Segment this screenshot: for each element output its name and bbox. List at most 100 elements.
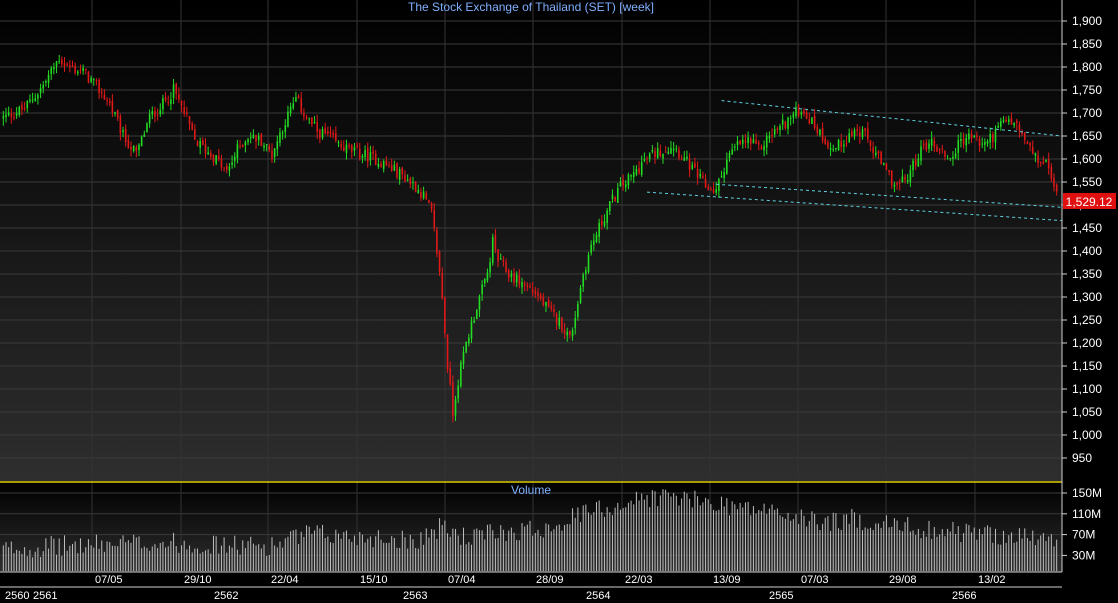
candle-body xyxy=(483,278,486,284)
candle-body xyxy=(305,116,308,119)
candle-body xyxy=(776,128,779,130)
candle-body xyxy=(843,144,845,147)
candle-body xyxy=(364,150,366,158)
year-tick-label: 2561 xyxy=(33,590,57,602)
candle-body xyxy=(220,158,223,168)
candle-body xyxy=(853,129,856,137)
date-tick-label: 22/04 xyxy=(271,574,299,586)
candle-body xyxy=(941,148,944,150)
candle-body xyxy=(832,148,835,150)
candle-body xyxy=(550,306,553,309)
candle-body xyxy=(563,330,566,334)
candle-body xyxy=(478,296,481,310)
candle-body xyxy=(327,131,329,134)
candle-body xyxy=(795,107,797,117)
candle-body xyxy=(800,112,803,115)
candle-body xyxy=(438,251,441,272)
date-tick-label: 07/04 xyxy=(448,574,476,586)
candle-body xyxy=(23,107,26,110)
candle-body xyxy=(396,162,398,178)
candle-body xyxy=(938,149,941,151)
candle-body xyxy=(430,203,433,210)
candle-body xyxy=(188,116,191,125)
candle-body xyxy=(874,152,877,156)
candle-body xyxy=(106,99,108,101)
volume-tick-label: 70M xyxy=(1072,528,1095,542)
candle-body xyxy=(606,210,608,223)
candle-body xyxy=(271,150,273,159)
candle-body xyxy=(510,273,513,277)
year-tick-label: 2565 xyxy=(769,590,793,602)
candle-body xyxy=(2,115,5,119)
candle-body xyxy=(555,313,558,324)
candle-body xyxy=(808,119,811,124)
candle-body xyxy=(539,294,542,299)
candle-body xyxy=(186,112,188,115)
candle-body xyxy=(50,67,53,75)
candle-body xyxy=(566,331,569,336)
candle-body xyxy=(877,151,880,154)
candle-body xyxy=(233,156,236,161)
last-price-box xyxy=(1063,193,1116,209)
candle-body xyxy=(789,117,792,119)
candle-body xyxy=(994,129,997,143)
candle-body xyxy=(143,134,146,137)
candle-body xyxy=(813,115,816,128)
candle-body xyxy=(973,135,976,138)
candle-body xyxy=(202,140,204,146)
date-tick-label: 22/03 xyxy=(625,574,653,586)
candle-body xyxy=(670,148,672,154)
candle-body xyxy=(521,281,523,288)
candle-body xyxy=(358,148,361,159)
candle-body xyxy=(300,98,303,113)
candle-body xyxy=(289,106,292,114)
candle-body xyxy=(643,159,646,161)
candle-body xyxy=(946,158,949,160)
candle-body xyxy=(449,368,451,384)
candle-body xyxy=(39,88,42,93)
candle-body xyxy=(593,240,595,246)
candle-body xyxy=(968,133,970,140)
candle-body xyxy=(906,180,909,182)
candle-body xyxy=(792,113,795,118)
candle-body xyxy=(936,146,938,152)
candle-body xyxy=(417,189,420,194)
candle-body xyxy=(497,249,499,262)
candle-body xyxy=(225,165,228,170)
candle-body xyxy=(731,149,733,155)
price-axis-labels: 1,900 1,850 1,800 1,750 1,700 1,650 1,600 1,550… xyxy=(1072,14,1102,465)
candle-body xyxy=(582,274,584,287)
year-tick-label: 2563 xyxy=(403,590,427,602)
candle-body xyxy=(851,131,853,137)
candle-body xyxy=(170,99,172,105)
candle-body xyxy=(726,159,728,174)
date-tick-label: 29/08 xyxy=(889,574,917,586)
candle-body xyxy=(986,141,989,144)
candle-body xyxy=(292,103,295,109)
price-tick-label: 1,200 xyxy=(1072,336,1102,350)
candle-body xyxy=(37,94,39,99)
trendline xyxy=(716,183,1063,208)
price-tick-label: 1,250 xyxy=(1072,313,1102,327)
candle-body xyxy=(984,141,986,145)
candle-body xyxy=(311,117,313,125)
year-tick-label: 2560 xyxy=(5,590,29,602)
candle-body xyxy=(965,137,968,146)
candle-body xyxy=(55,61,58,67)
candle-body xyxy=(180,101,183,106)
candle-body xyxy=(803,110,805,114)
candle-body xyxy=(744,140,747,143)
candle-body xyxy=(1039,162,1042,164)
candle-body xyxy=(925,142,928,150)
candle-body xyxy=(704,178,707,188)
candle-body xyxy=(603,221,606,226)
candle-body xyxy=(268,146,271,150)
candle-body xyxy=(694,162,696,168)
candle-body xyxy=(912,160,914,171)
candle-body xyxy=(425,193,428,200)
grid xyxy=(0,20,1067,556)
candle-body xyxy=(138,144,140,150)
candle-body xyxy=(529,286,531,288)
candle-body xyxy=(409,178,412,184)
candle-body xyxy=(7,112,10,116)
